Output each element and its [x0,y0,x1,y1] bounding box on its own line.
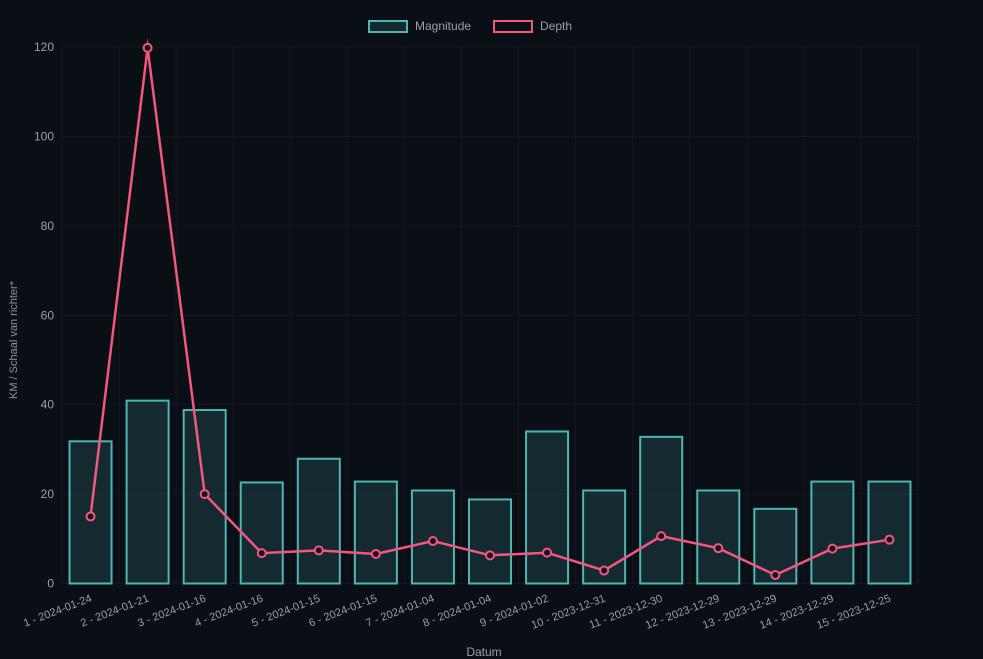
magnitude-bar[interactable] [867,480,912,585]
depth-point[interactable] [485,550,495,561]
legend-item-depth[interactable]: Depth [493,19,572,33]
legend-item-magnitude[interactable]: Magnitude [368,19,471,33]
legend: Magnitude Depth [368,19,572,33]
depth-point[interactable] [313,545,324,556]
depth-point[interactable] [142,42,153,53]
y-tick-label: 80 [41,219,55,233]
legend-label-magnitude: Magnitude [415,19,472,33]
depth-point[interactable] [85,511,96,522]
depth-point[interactable] [770,570,781,581]
depth-point[interactable] [827,543,838,554]
depth-point[interactable] [370,548,381,559]
y-tick-label: 60 [41,308,55,322]
x-axis-title: Datum [466,645,502,659]
depth-point[interactable] [427,536,438,547]
legend-label-depth: Depth [540,19,573,33]
magnitude-bar[interactable] [810,480,855,585]
magnitude-bar[interactable] [468,498,512,585]
magnitude-bar[interactable] [525,430,570,585]
depth-point[interactable] [884,534,895,545]
depth-point[interactable] [256,548,267,559]
depth-point[interactable] [199,489,210,500]
magnitude-bar[interactable] [296,457,341,585]
depth-point[interactable] [599,565,610,576]
magnitude-bar[interactable] [239,481,284,585]
magnitude-swatch-icon [368,19,408,33]
y-tick-label: 40 [41,398,55,412]
magnitude-bar[interactable] [353,480,398,585]
magnitude-bar[interactable] [696,489,741,585]
magnitude-bar[interactable] [125,399,170,585]
depth-point[interactable] [542,547,553,558]
depth-point[interactable] [713,543,724,554]
y-tick-label: 20 [41,487,55,501]
y-axis-title: KM / Schaal van richter* [8,281,20,399]
y-tick-label: 0 [47,577,54,591]
y-tick-label: 100 [34,129,54,143]
magnitude-bar[interactable] [639,435,684,585]
depth-swatch-icon [493,19,534,33]
depth-point[interactable] [656,531,667,542]
y-tick-label: 120 [34,40,54,54]
